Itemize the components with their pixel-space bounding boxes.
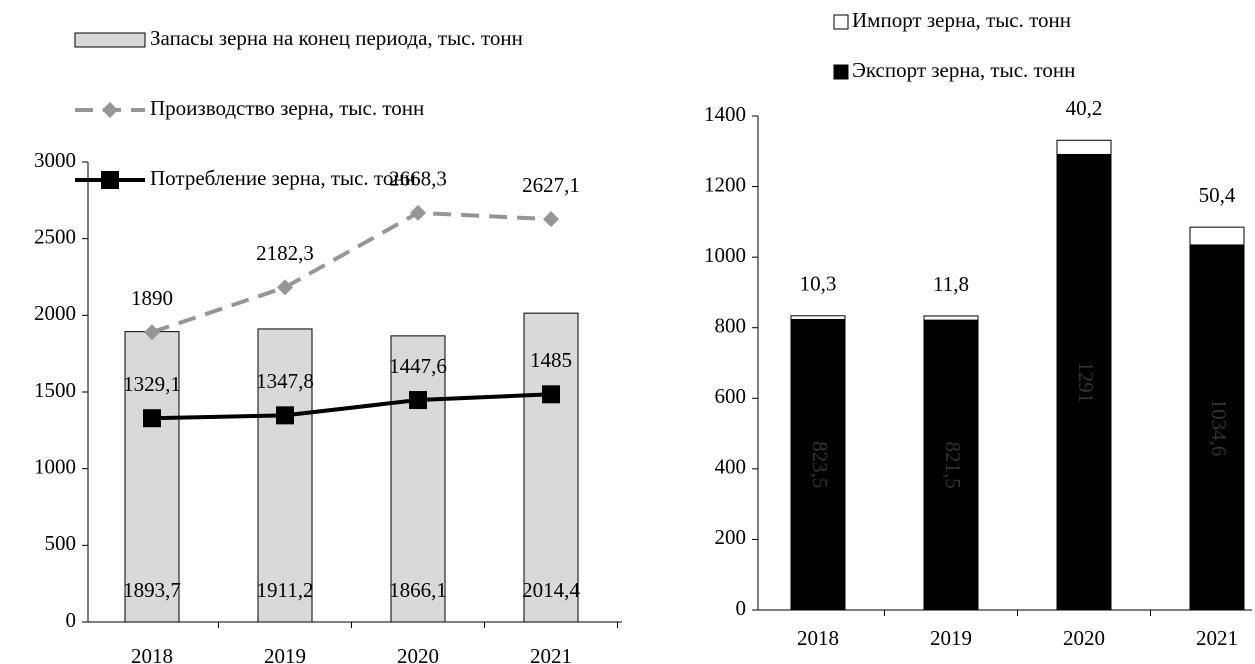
y-tick-label: 400	[715, 455, 747, 479]
y-tick-label: 2500	[34, 224, 76, 248]
data-label: 1485	[530, 348, 572, 372]
x-tick-label: 2019	[930, 626, 972, 650]
bar-segment	[1189, 226, 1245, 246]
data-label: 1034,6	[1207, 399, 1231, 457]
y-tick-label: 0	[66, 608, 77, 632]
legend-swatch	[833, 14, 849, 30]
data-label: 2182,3	[256, 241, 314, 265]
y-tick-label: 0	[736, 596, 747, 620]
bar-segment	[923, 315, 979, 321]
data-label: 1890	[131, 286, 173, 310]
y-tick-label: 800	[715, 314, 747, 338]
x-tick-label: 2021	[530, 644, 572, 664]
y-tick-label: 3000	[34, 148, 76, 172]
data-label: 10,3	[800, 272, 837, 296]
y-tick-label: 1500	[34, 378, 76, 402]
marker	[101, 171, 119, 189]
x-tick-label: 2019	[264, 644, 306, 664]
data-label: 11,8	[933, 272, 969, 296]
legend-label: Производство зерна, тыс. тонн	[150, 96, 424, 120]
marker	[410, 204, 426, 221]
data-label: 1866,1	[389, 578, 447, 602]
y-tick-label: 1200	[704, 172, 746, 196]
data-label: 821,5	[941, 441, 965, 488]
bar	[523, 312, 579, 623]
data-label: 1291	[1074, 361, 1098, 403]
data-label: 40,2	[1066, 96, 1103, 120]
y-tick-label: 200	[715, 525, 747, 549]
line	[151, 392, 552, 421]
x-tick-label: 2018	[797, 626, 839, 650]
x-tick-label: 2020	[1063, 626, 1105, 650]
data-label: 2668,3	[389, 167, 447, 191]
bar-segment	[1056, 139, 1112, 155]
y-tick-label: 1400	[704, 102, 746, 126]
data-label: 823,5	[808, 441, 832, 488]
line	[151, 210, 552, 335]
y-tick-label: 1000	[704, 243, 746, 267]
bar	[390, 335, 446, 623]
data-label: 1911,2	[257, 578, 314, 602]
y-tick-label: 2000	[34, 301, 76, 325]
bar	[124, 331, 180, 623]
bar-segment	[790, 318, 846, 611]
data-label: 1347,8	[256, 369, 314, 393]
x-tick-label: 2020	[397, 644, 439, 664]
marker	[143, 409, 161, 428]
x-tick-label: 2018	[131, 644, 173, 664]
marker	[102, 102, 118, 118]
marker	[277, 279, 293, 296]
y-tick-label: 600	[715, 384, 747, 408]
legend-label: Запасы зерна на конец периода, тыс. тонн	[150, 26, 523, 50]
data-label: 2014,4	[522, 578, 580, 602]
marker	[144, 324, 160, 341]
marker	[543, 211, 559, 228]
data-label: 1329,1	[123, 372, 181, 396]
bar-segment	[1056, 153, 1112, 611]
legend-label: Экспорт зерна, тыс. тонн	[852, 58, 1075, 82]
legend-label: Импорт зерна, тыс. тонн	[852, 8, 1071, 32]
data-label: 50,4	[1199, 183, 1236, 207]
y-tick-label: 1000	[34, 454, 76, 478]
data-label: 1447,6	[389, 354, 447, 378]
marker	[276, 406, 294, 425]
legend-swatch	[74, 32, 146, 48]
data-label: 1893,7	[123, 578, 181, 602]
bar-segment	[790, 315, 846, 320]
legend-label: Потребление зерна, тыс. тонн	[150, 166, 416, 190]
x-tick-label: 2021	[1196, 626, 1238, 650]
marker	[542, 385, 560, 404]
marker	[409, 391, 427, 410]
y-tick-label: 500	[45, 531, 77, 555]
legend-swatch	[833, 64, 849, 80]
bar-segment	[923, 319, 979, 611]
data-label: 2627,1	[522, 173, 580, 197]
bar-segment	[1189, 244, 1245, 611]
bar	[257, 328, 313, 623]
